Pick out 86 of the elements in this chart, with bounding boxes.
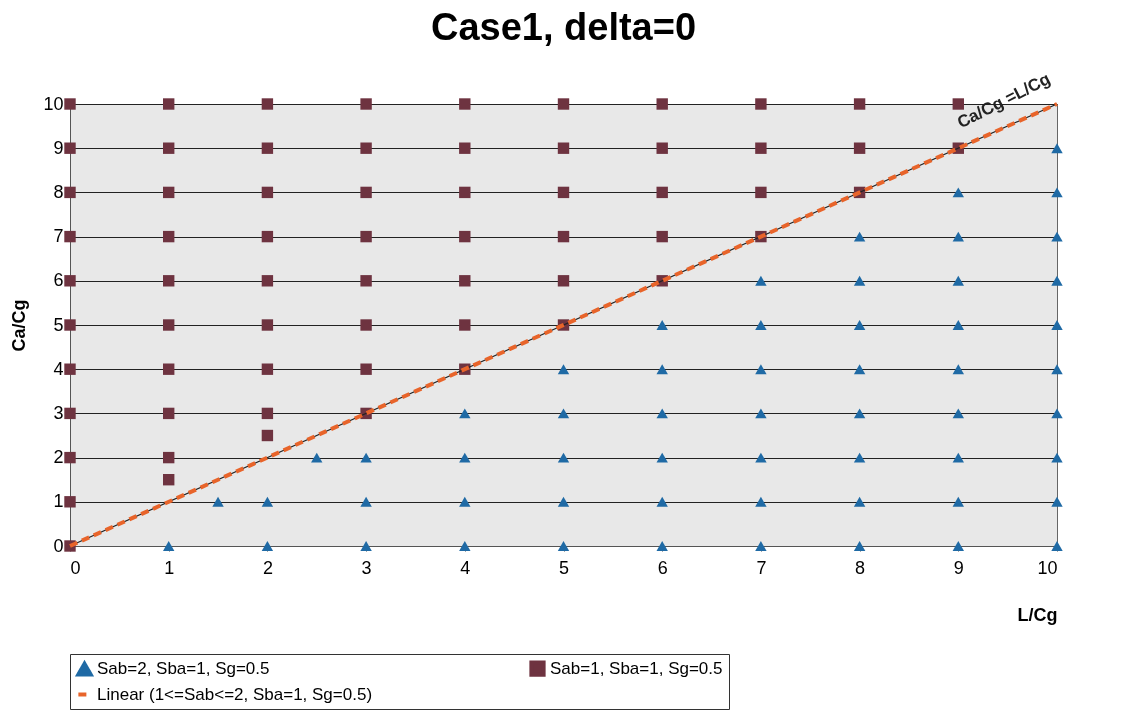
- y-tick-label: 10: [43, 93, 64, 114]
- point: [1051, 452, 1063, 463]
- point: [952, 408, 964, 419]
- point: [1051, 231, 1063, 242]
- point: [656, 452, 668, 463]
- point: [853, 275, 866, 286]
- point: [656, 364, 668, 375]
- point: [557, 541, 570, 551]
- y-tick-label: 7: [53, 226, 64, 247]
- point: [261, 496, 274, 507]
- point: [459, 452, 471, 463]
- y-tick-label: 9: [53, 137, 64, 158]
- y-tick-label: 0: [53, 535, 64, 556]
- point: [459, 496, 471, 507]
- point: [656, 496, 668, 507]
- point: [212, 496, 224, 507]
- chart-title: Case1, delta=0: [430, 6, 697, 49]
- point: [1051, 364, 1063, 375]
- point: [1051, 143, 1063, 154]
- point: [459, 408, 471, 419]
- point: [459, 541, 471, 551]
- point: [656, 320, 668, 330]
- point: [952, 275, 964, 286]
- point: [853, 320, 866, 330]
- point: [755, 320, 767, 330]
- x-tick-label: 3: [361, 557, 372, 578]
- point: [853, 364, 866, 375]
- y-tick-label: 2: [53, 447, 64, 468]
- legend-label: Linear (1<=Sab<=2, Sba=1, Sg=0.5): [97, 684, 373, 704]
- point: [557, 452, 570, 463]
- point: [952, 231, 964, 242]
- x-tick-label: 5: [558, 557, 570, 578]
- x-tick-label: 2: [262, 557, 273, 578]
- point: [755, 541, 767, 551]
- point: [1051, 496, 1063, 507]
- x-tick-label: 1: [164, 557, 175, 578]
- point: [755, 408, 767, 419]
- point: [557, 408, 570, 419]
- point: [853, 452, 866, 463]
- point: [261, 541, 274, 551]
- point: [755, 275, 767, 286]
- point: [1051, 320, 1063, 330]
- point: [1051, 275, 1063, 286]
- y-tick-label: 3: [53, 402, 64, 423]
- x-tick-label: 10: [1037, 557, 1058, 578]
- point: [755, 364, 767, 375]
- point: [952, 187, 964, 198]
- point: [557, 496, 570, 507]
- y-tick-label: 6: [53, 270, 64, 291]
- point: [952, 452, 964, 463]
- point: [311, 452, 323, 463]
- point: [1051, 541, 1063, 551]
- point: [557, 364, 570, 375]
- x-tick-label: 8: [855, 557, 866, 578]
- annotation: Ca/Cg =L/Cg: [954, 69, 1054, 133]
- legend-label: Sab=2, Sba=1, Sg=0.5: [97, 659, 270, 679]
- point: [952, 496, 964, 507]
- point: [1051, 408, 1063, 419]
- y-tick-label: 5: [53, 314, 64, 335]
- x-tick-label: 0: [70, 557, 81, 578]
- point: [853, 541, 866, 551]
- point: [853, 231, 866, 242]
- y-axis-title: Ca/Cg: [9, 299, 30, 352]
- point: [952, 541, 964, 551]
- y-tick-label: 4: [53, 358, 64, 379]
- y-tick-label: 1: [53, 491, 64, 512]
- legend-label: Sab=1, Sba=1, Sg=0.5: [550, 658, 723, 678]
- point: [952, 364, 964, 375]
- x-tick-label: 6: [657, 557, 668, 578]
- point: [360, 541, 372, 551]
- point: [656, 408, 668, 419]
- point: [656, 541, 668, 551]
- point: [163, 541, 175, 551]
- point: [755, 496, 767, 507]
- point: [952, 320, 964, 330]
- point: [853, 408, 866, 419]
- y-tick-label: 8: [53, 181, 64, 202]
- x-axis-title: L/Cg: [1017, 604, 1058, 625]
- point: [360, 452, 372, 463]
- x-tick-label: 7: [756, 557, 767, 578]
- x-tick-label: 4: [460, 557, 471, 578]
- point: [755, 452, 767, 463]
- point: [360, 496, 372, 507]
- point: [1051, 187, 1063, 198]
- point: [853, 496, 866, 507]
- x-tick-label: 9: [953, 557, 964, 578]
